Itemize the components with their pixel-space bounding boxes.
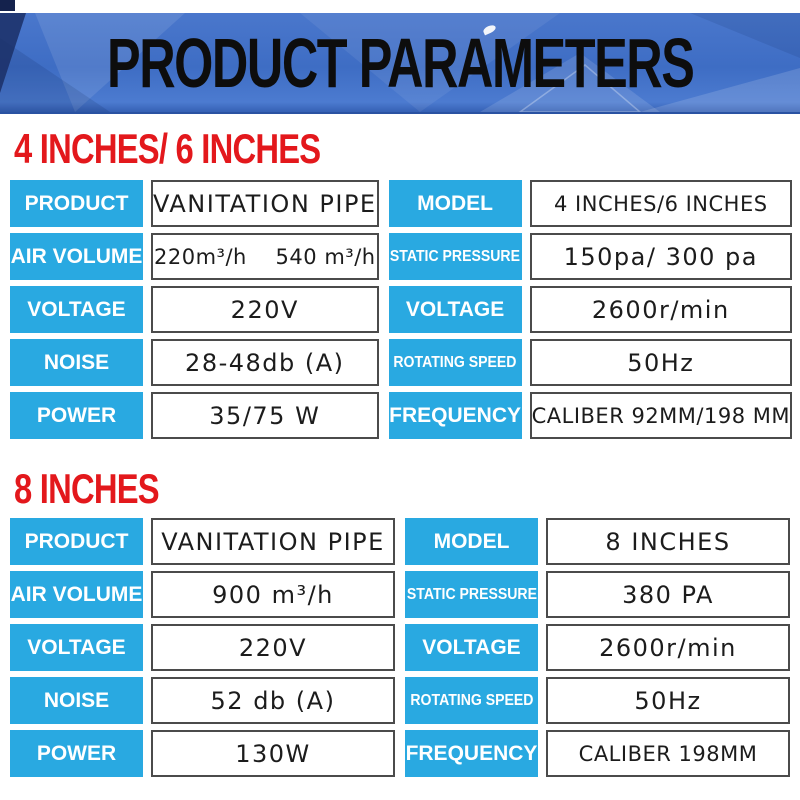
param-label: PRODUCT xyxy=(24,529,129,553)
param-label-cell: VOLTAGE xyxy=(405,624,538,671)
table-row: POWER 35/75 W xyxy=(10,392,379,439)
param-column-left: PRODUCT VANITATION PIPE AIR VOLUME 220m³… xyxy=(10,180,379,439)
param-label-cell: POWER xyxy=(10,392,143,439)
table-row: VOLTAGE 220V xyxy=(10,624,395,671)
param-label-cell: ROTATING SPEED xyxy=(405,677,538,724)
param-column-right: MODEL 4 INCHES/6 INCHES STATIC PRESSURE … xyxy=(388,180,792,439)
param-label-cell: STATIC PRESSURE xyxy=(405,571,538,618)
table-row: NOISE 52 db (A) xyxy=(10,677,395,724)
param-value-cell: 50Hz xyxy=(529,339,792,386)
param-value-cell: 52 db (A) xyxy=(151,677,395,724)
page-title: PRODUCT PARAMETERS xyxy=(106,23,695,102)
table-row: VOLTAGE 220V xyxy=(10,286,379,333)
table-row: ROTATING SPEED 50Hz xyxy=(388,339,792,386)
param-label-cell: AIR VOLUME xyxy=(10,233,143,280)
table-row: ROTATING SPEED 50Hz xyxy=(405,677,790,724)
table-row: NOISE 28-48db (A) xyxy=(10,339,379,386)
param-value-cell: 130W xyxy=(151,730,395,777)
param-value-cell: VANITATION PIPE xyxy=(151,518,395,565)
banner-facets-graphic xyxy=(0,13,800,112)
param-label-cell: NOISE xyxy=(10,677,143,724)
table-row: VOLTAGE 2600r/min xyxy=(388,286,792,333)
table-row: MODEL 4 INCHES/6 INCHES xyxy=(388,180,792,227)
param-value-cell: 220V xyxy=(151,286,379,333)
param-label: NOISE xyxy=(43,350,110,374)
param-label: POWER xyxy=(36,741,117,765)
section-heading-4-6-inches: 4 INCHES/ 6 INCHES xyxy=(14,125,321,172)
param-label: MODEL xyxy=(417,191,493,215)
table-row: VOLTAGE 2600r/min xyxy=(405,624,790,671)
param-value-cell: VANITATION PIPE xyxy=(151,180,379,227)
param-label-cell: MODEL xyxy=(405,518,538,565)
banner: PRODUCT PARAMETERS xyxy=(0,13,800,114)
param-value-cell: CALIBER 198MM xyxy=(546,730,790,777)
param-label-cell: ROTATING SPEED xyxy=(388,339,522,386)
param-label-cell: NOISE xyxy=(10,339,143,386)
param-value-cell: 150pa/ 300 pa xyxy=(529,233,792,280)
table-row: PRODUCT VANITATION PIPE xyxy=(10,518,395,565)
param-label: STATIC PRESSURE xyxy=(390,247,521,265)
param-label-cell: POWER xyxy=(10,730,143,777)
table-row: AIR VOLUME 900 m³/h xyxy=(10,571,395,618)
param-label: POWER xyxy=(36,403,117,427)
param-label: ROTATING SPEED xyxy=(409,691,534,709)
param-label: FREQUENCY xyxy=(405,741,538,765)
param-label: MODEL xyxy=(433,529,510,553)
corner-mark xyxy=(0,0,15,11)
param-value-cell: 380 PA xyxy=(546,571,790,618)
param-label: VOLTAGE xyxy=(405,297,505,321)
table-row: STATIC PRESSURE 380 PA xyxy=(405,571,790,618)
param-label-cell: PRODUCT xyxy=(10,180,143,227)
table-row: FREQUENCY CALIBER 92MM/198 MM xyxy=(388,392,792,439)
param-value-cell: 2600r/min xyxy=(529,286,792,333)
param-label: AIR VOLUME xyxy=(10,244,143,268)
param-label: AIR VOLUME xyxy=(10,582,143,606)
param-label: ROTATING SPEED xyxy=(393,353,517,371)
table-row: PRODUCT VANITATION PIPE xyxy=(10,180,379,227)
param-label-cell: PRODUCT xyxy=(10,518,143,565)
param-label-cell: VOLTAGE xyxy=(10,624,143,671)
param-label-cell: VOLTAGE xyxy=(10,286,143,333)
param-label-cell: VOLTAGE xyxy=(388,286,522,333)
param-value-cell: 8 INCHES xyxy=(546,518,790,565)
table-row: FREQUENCY CALIBER 198MM xyxy=(405,730,790,777)
table-row: MODEL 8 INCHES xyxy=(405,518,790,565)
table-row: AIR VOLUME 220m³/h 540 m³/h xyxy=(10,233,379,280)
param-value-cell: 2600r/min xyxy=(546,624,790,671)
param-value-cell: 35/75 W xyxy=(151,392,379,439)
param-label: STATIC PRESSURE xyxy=(406,585,537,603)
param-label-cell: FREQUENCY xyxy=(405,730,538,777)
param-label-cell: STATIC PRESSURE xyxy=(388,233,522,280)
param-value-cell: 220V xyxy=(151,624,395,671)
param-label: VOLTAGE xyxy=(27,297,126,321)
param-label: NOISE xyxy=(43,688,110,712)
param-label-cell: MODEL xyxy=(388,180,522,227)
param-label-cell: AIR VOLUME xyxy=(10,571,143,618)
param-column-right: MODEL 8 INCHES STATIC PRESSURE 380 PA VO… xyxy=(405,518,790,777)
banner-title-wrap: PRODUCT PARAMETERS xyxy=(0,13,800,112)
param-value-cell: 28-48db (A) xyxy=(151,339,379,386)
param-value-cell: CALIBER 92MM/198 MM xyxy=(529,392,792,439)
section-heading-8-inches: 8 INCHES xyxy=(14,465,160,512)
param-label: PRODUCT xyxy=(24,191,129,215)
param-label: VOLTAGE xyxy=(27,635,126,659)
param-value-cell: 220m³/h 540 m³/h xyxy=(151,233,379,280)
param-label: FREQUENCY xyxy=(389,403,522,427)
param-value-cell: 50Hz xyxy=(546,677,790,724)
top-strip xyxy=(0,0,800,13)
param-value-cell: 900 m³/h xyxy=(151,571,395,618)
param-value-cell: 4 INCHES/6 INCHES xyxy=(529,180,792,227)
table-row: POWER 130W xyxy=(10,730,395,777)
param-label: VOLTAGE xyxy=(422,635,521,659)
param-table-4-6-inches: PRODUCT VANITATION PIPE AIR VOLUME 220m³… xyxy=(10,180,792,439)
param-label-cell: FREQUENCY xyxy=(388,392,522,439)
table-row: STATIC PRESSURE 150pa/ 300 pa xyxy=(388,233,792,280)
param-table-8-inches: PRODUCT VANITATION PIPE AIR VOLUME 900 m… xyxy=(10,518,790,777)
param-column-left: PRODUCT VANITATION PIPE AIR VOLUME 900 m… xyxy=(10,518,395,777)
